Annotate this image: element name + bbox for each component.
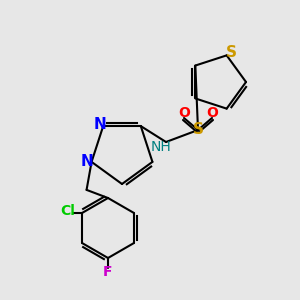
Text: N: N: [80, 154, 93, 169]
Text: N: N: [94, 117, 106, 132]
Text: S: S: [193, 122, 203, 137]
Text: Cl: Cl: [61, 204, 76, 218]
Text: F: F: [103, 265, 113, 279]
Text: O: O: [206, 106, 218, 120]
Text: O: O: [178, 106, 190, 120]
Text: NH: NH: [151, 140, 171, 154]
Text: S: S: [226, 45, 237, 60]
